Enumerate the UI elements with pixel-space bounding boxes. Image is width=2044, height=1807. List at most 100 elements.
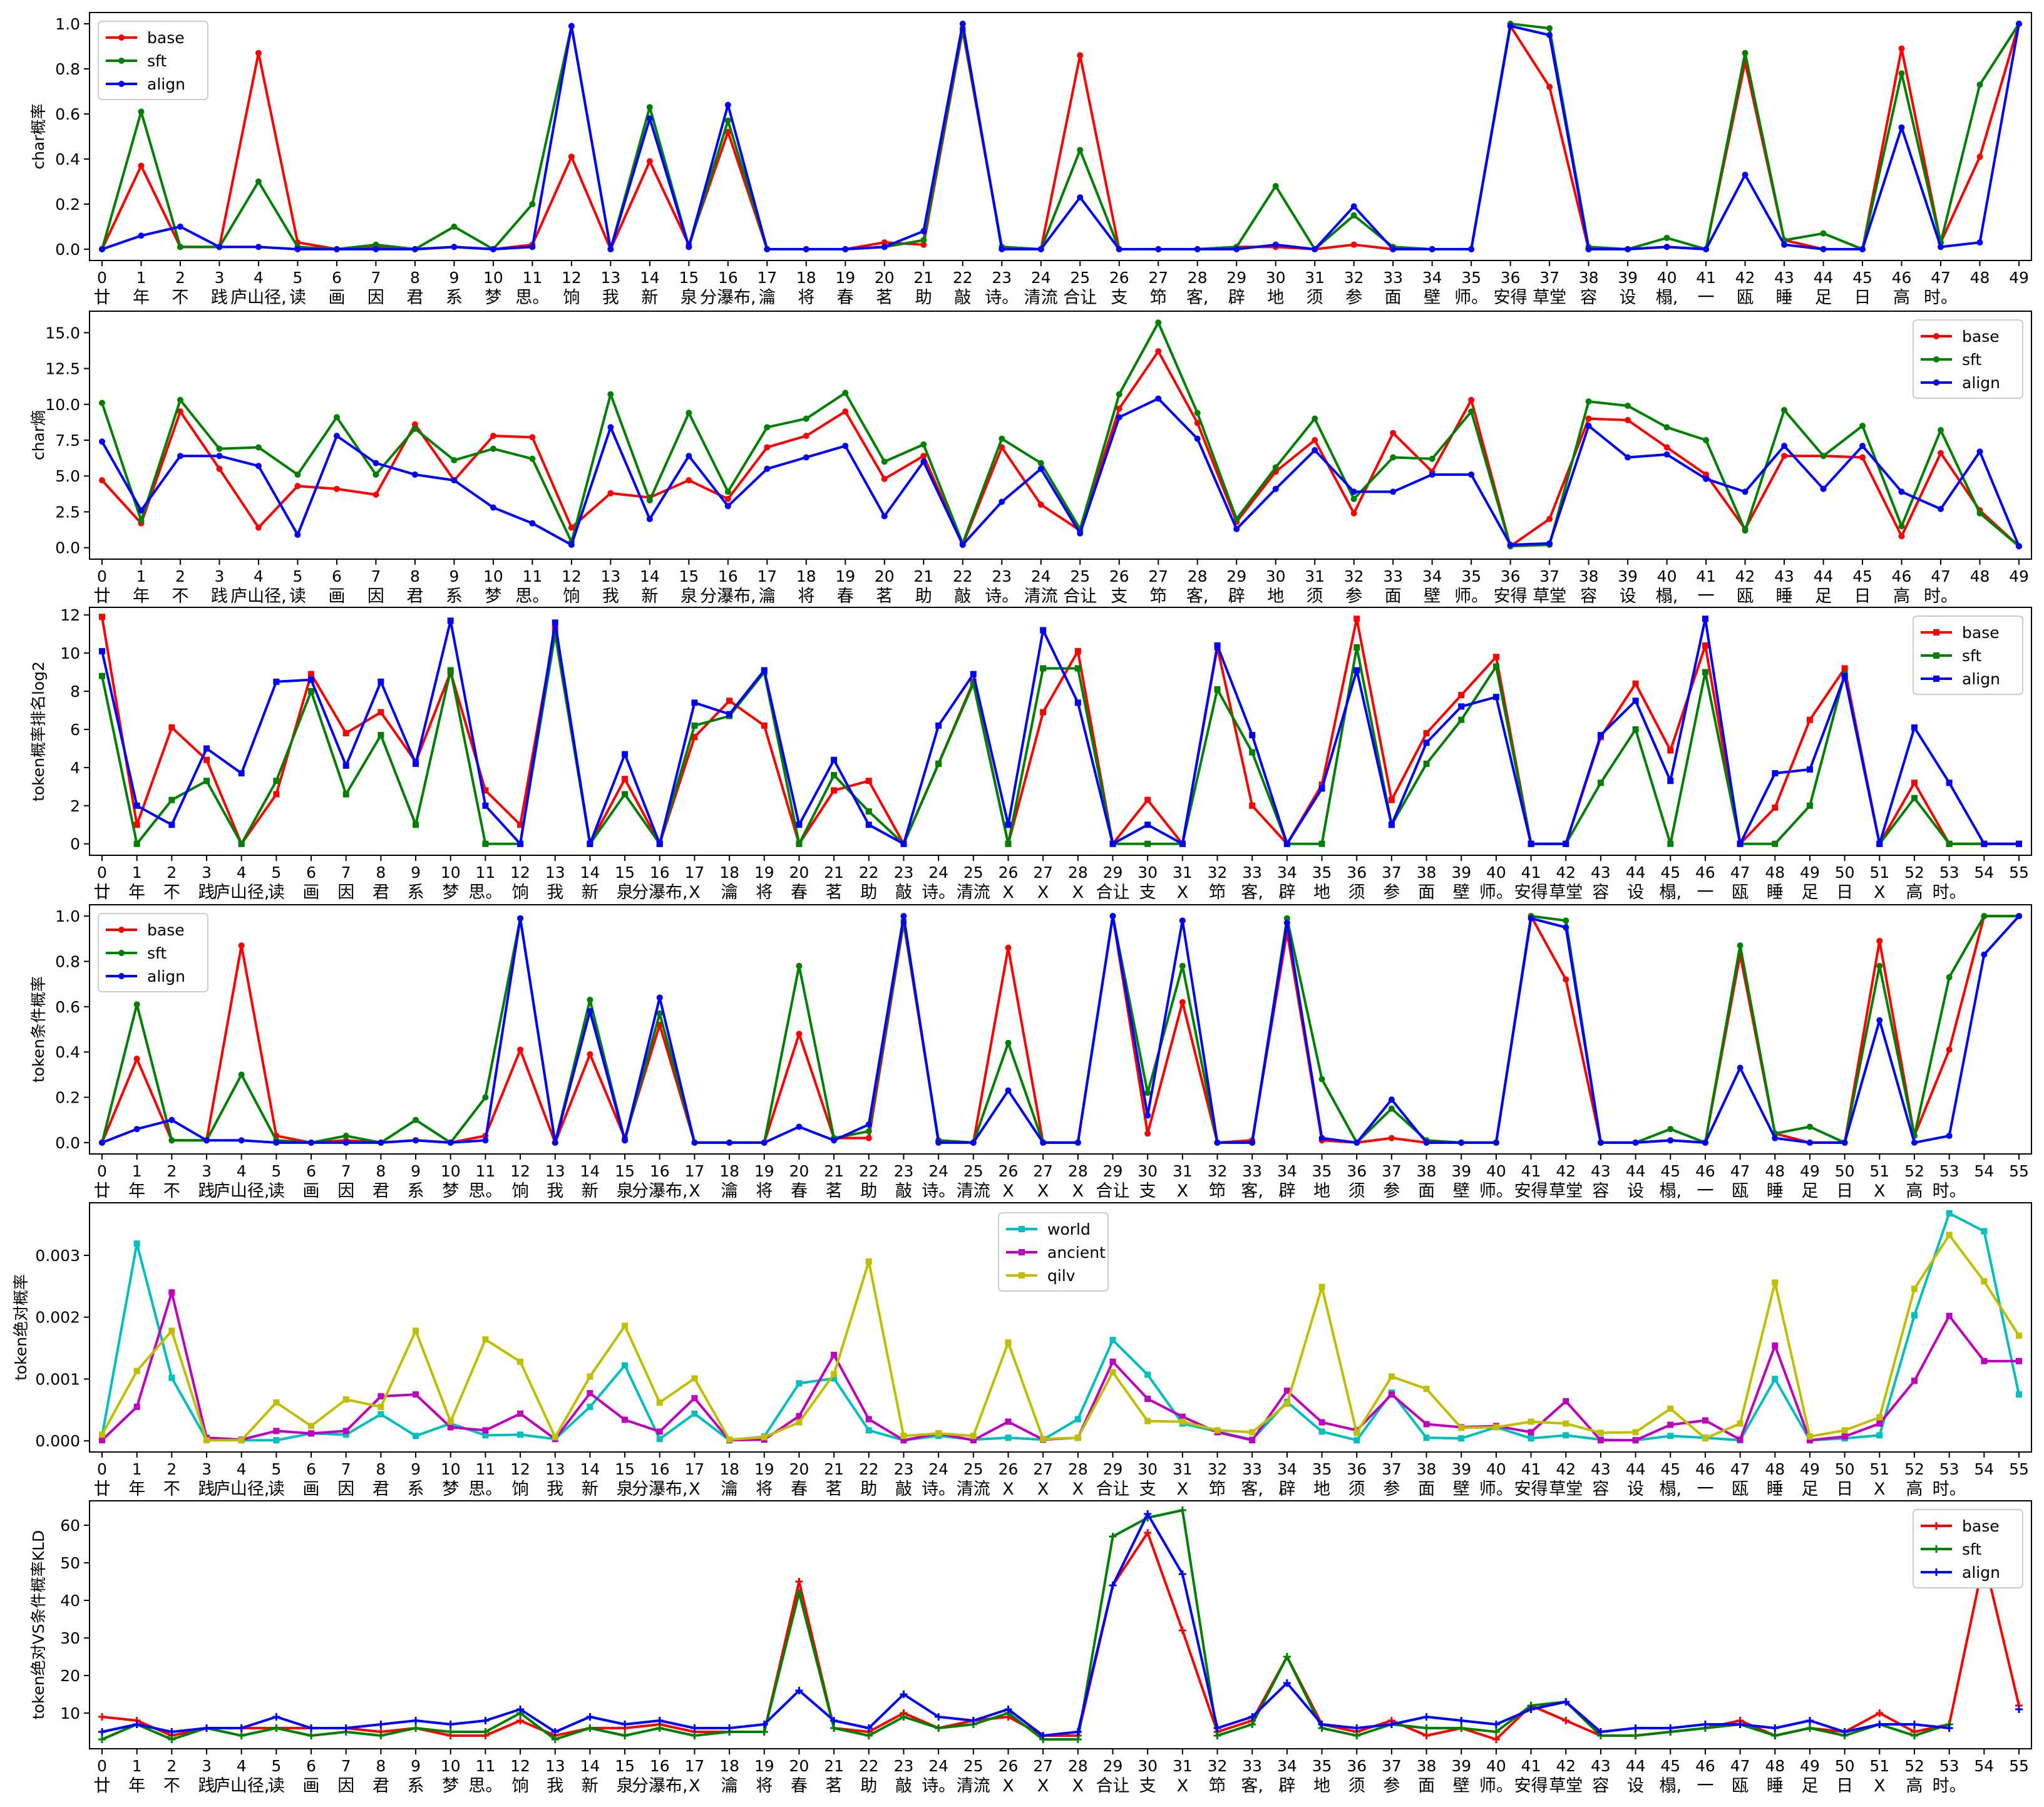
y-tick-label: 0.8 — [55, 952, 80, 970]
y-tick-label: 40 — [60, 1592, 80, 1610]
data-point — [372, 460, 379, 466]
x-category-label: 助 — [915, 587, 932, 606]
x-tick-label: 30 — [1138, 863, 1158, 882]
x-category-label: 践 — [211, 587, 228, 606]
plot-frame — [89, 12, 2032, 261]
x-tick-label: 13 — [545, 863, 565, 882]
data-point — [1771, 1732, 1779, 1739]
data-point — [413, 760, 419, 767]
data-point — [98, 1713, 106, 1721]
data-point — [865, 1128, 872, 1135]
data-point — [1898, 70, 1905, 77]
series-line-qilv — [101, 1233, 2020, 1442]
x-tick-label: 42 — [1556, 1757, 1576, 1775]
x-category-label: 安得 — [1514, 1480, 1548, 1499]
data-point — [1005, 944, 1012, 951]
data-point — [1423, 730, 1430, 737]
x-tick-label: 23 — [894, 863, 914, 882]
x-tick-label: 1 — [136, 269, 146, 287]
data-point — [1876, 962, 1883, 969]
data-point — [1318, 1076, 1325, 1083]
x-category-label: 庐山径, — [213, 1776, 270, 1796]
x-category-label: 支 — [1111, 587, 1127, 606]
data-point — [1938, 505, 1944, 512]
x-tick-label: 0 — [97, 269, 107, 287]
x-tick-label: 2 — [167, 1460, 177, 1478]
legend-label-align: align — [147, 967, 185, 986]
x-tick-label: 43 — [1591, 863, 1611, 882]
data-point — [831, 1351, 838, 1358]
x-category-label: 设 — [1620, 288, 1636, 307]
data-point — [724, 128, 731, 135]
x-category-label: 师。 — [1454, 288, 1488, 307]
data-point — [1144, 1396, 1151, 1403]
data-point — [920, 241, 927, 248]
x-category-label: 春 — [791, 1480, 808, 1499]
data-point — [1074, 1434, 1081, 1441]
data-point — [881, 244, 888, 250]
x-tick-label: 26 — [1109, 269, 1129, 287]
x-category-label: 辟 — [1228, 587, 1245, 606]
data-point — [761, 667, 768, 674]
x-tick-label: 40 — [1486, 1757, 1506, 1775]
legend-label-align: align — [1962, 1563, 2000, 1582]
x-tick-label: 45 — [1660, 1162, 1680, 1180]
x-category-label: 新 — [641, 288, 658, 307]
x-tick-label: 18 — [719, 863, 739, 882]
data-point — [999, 246, 1005, 252]
x-category-label: 思。 — [468, 1182, 502, 1201]
x-category-label: 因 — [337, 1182, 354, 1201]
x-tick-label: 35 — [1312, 1162, 1332, 1180]
data-point — [1528, 840, 1534, 847]
data-point — [795, 1589, 803, 1597]
x-category-label: 茗 — [826, 1182, 843, 1201]
data-point — [607, 391, 614, 398]
y-tick-label: 30 — [60, 1629, 80, 1647]
data-point — [900, 913, 907, 920]
y-tick-label: 50 — [60, 1554, 80, 1572]
data-point — [1458, 716, 1465, 723]
x-tick-label: 18 — [719, 1162, 739, 1180]
x-tick-label: 50 — [1835, 1460, 1855, 1478]
data-point — [726, 711, 733, 718]
data-point — [447, 1424, 454, 1431]
y-tick-label: 5.0 — [55, 467, 80, 485]
x-category-label: 高 — [1893, 288, 1910, 307]
data-point — [413, 1391, 419, 1398]
data-point — [2016, 543, 2022, 550]
x-category-label: 春 — [791, 1182, 808, 1201]
x-tick-label: 46 — [1695, 1162, 1715, 1180]
data-point — [2016, 1332, 2022, 1339]
x-tick-label: 43 — [1591, 1757, 1611, 1775]
legend-label-align: align — [1962, 374, 2000, 392]
y-axis-label: token绝对VS条件概率KLD — [29, 1530, 48, 1719]
x-category-label: 助 — [860, 1480, 877, 1499]
x-category-label: X — [1037, 1480, 1049, 1499]
data-point — [830, 1724, 838, 1732]
x-tick-label: 15 — [679, 269, 699, 287]
x-tick-label: 25 — [963, 1162, 983, 1180]
x-tick-label: 45 — [1660, 1757, 1680, 1775]
data-point — [1898, 124, 1905, 131]
data-point — [796, 1123, 803, 1130]
x-tick-label: 19 — [754, 1757, 774, 1775]
x-category-label: 客, — [1241, 1182, 1263, 1201]
data-point — [138, 162, 145, 169]
data-point — [1946, 840, 1953, 847]
x-tick-label: 29 — [1103, 863, 1123, 882]
data-point — [900, 840, 907, 847]
data-point — [1077, 147, 1084, 153]
data-point — [1429, 455, 1435, 462]
x-tick-label: 11 — [475, 1162, 495, 1180]
data-point — [516, 1717, 525, 1724]
x-tick-label: 8 — [410, 567, 420, 585]
data-point — [1701, 1721, 1709, 1728]
data-point — [451, 477, 458, 484]
x-category-label: 榻, — [1659, 1182, 1682, 1201]
x-category-label: 参 — [1345, 587, 1362, 606]
data-point — [272, 1724, 280, 1732]
x-category-label: 睡 — [1767, 1480, 1784, 1499]
series-line-world — [101, 1212, 2020, 1442]
x-category-label: 君 — [406, 288, 423, 307]
data-point — [842, 408, 849, 415]
